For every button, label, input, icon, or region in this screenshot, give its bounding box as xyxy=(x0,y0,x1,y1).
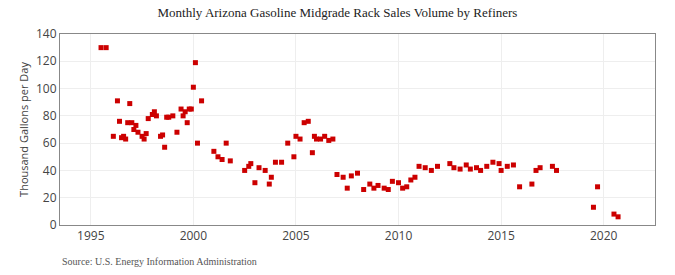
svg-text:2020: 2020 xyxy=(590,227,618,244)
svg-text:60: 60 xyxy=(43,134,57,151)
svg-text:20: 20 xyxy=(43,189,57,206)
svg-text:Thousand Gallons per Day: Thousand Gallons per Day xyxy=(16,62,31,197)
svg-text:40: 40 xyxy=(43,162,57,179)
svg-text:140: 140 xyxy=(36,25,57,42)
svg-text:Monthly Arizona Gasoline Midgr: Monthly Arizona Gasoline Midgrade Rack S… xyxy=(158,5,518,20)
svg-text:2005: 2005 xyxy=(282,227,310,244)
svg-text:120: 120 xyxy=(36,52,57,69)
svg-text:100: 100 xyxy=(36,80,57,97)
svg-text:2015: 2015 xyxy=(487,227,515,244)
svg-text:80: 80 xyxy=(43,107,57,124)
svg-text:1995: 1995 xyxy=(77,227,105,244)
svg-text:Source: U.S. Energy Informatio: Source: U.S. Energy Information Administ… xyxy=(62,256,257,267)
svg-text:2000: 2000 xyxy=(180,227,208,244)
svg-text:0: 0 xyxy=(50,216,57,233)
svg-text:2010: 2010 xyxy=(385,227,413,244)
